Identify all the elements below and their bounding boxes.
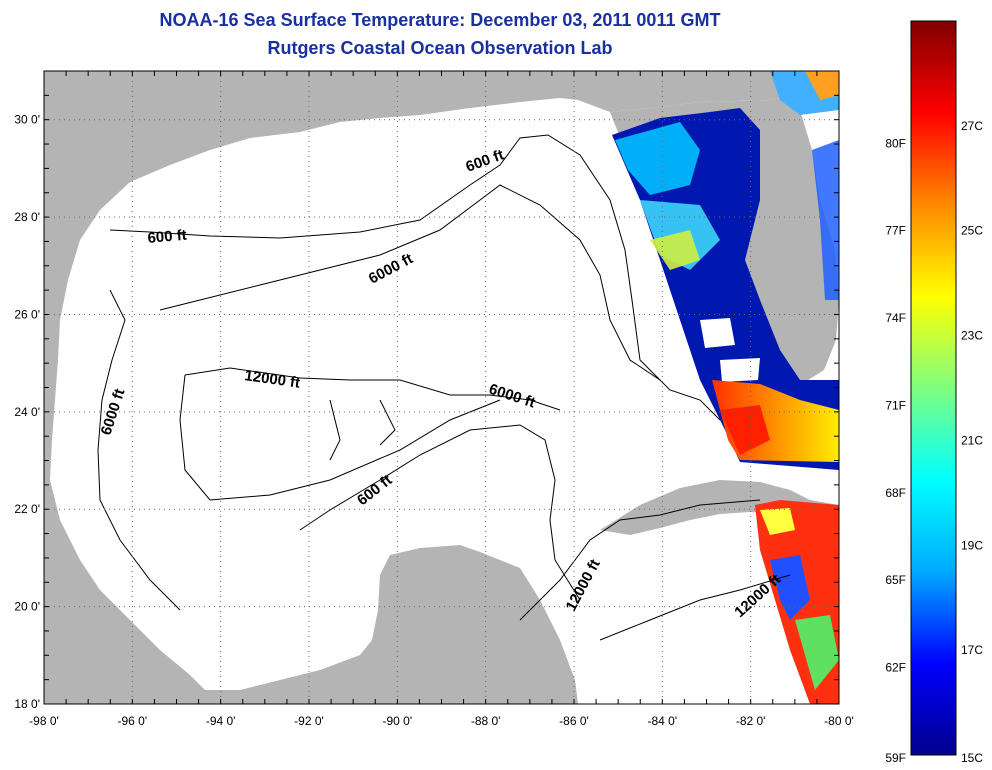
colorbar-f-label: 71F: [885, 398, 906, 412]
lon-tick-label: -86 0': [559, 714, 589, 728]
colorbar-fahrenheit-labels: 59F 62F 65F 68F 71F 74F 77F 80F: [885, 136, 906, 765]
colorbar-f-label: 62F: [885, 661, 906, 675]
lon-tick-label: -90 0': [383, 714, 413, 728]
colorbar-c-label: 15C: [961, 751, 983, 765]
colorbar-c-label: 21C: [961, 433, 983, 447]
colorbar-f-label: 65F: [885, 573, 906, 587]
colorbar-f-label: 68F: [885, 486, 906, 500]
colorbar-c-label: 19C: [961, 538, 983, 552]
contour-label: 600 ft: [147, 227, 188, 247]
lat-tick-label: 18 0': [14, 697, 40, 711]
lon-tick-label: -98 0': [29, 714, 59, 728]
lon-tick-label: -82 0': [736, 714, 766, 728]
lon-tick-label: -84 0': [648, 714, 678, 728]
latitude-axis: 18 0' 20 0' 22 0' 24 0' 26 0' 28 0' 30 0': [14, 113, 40, 711]
colorbar-c-label: 23C: [961, 329, 983, 343]
colorbar-f-label: 74F: [885, 311, 906, 325]
colorbar-f-label: 77F: [885, 224, 906, 238]
lat-tick-label: 22 0': [14, 502, 40, 516]
colorbar-f-label: 59F: [885, 751, 906, 765]
lat-tick-label: 26 0': [14, 307, 40, 321]
lon-tick-label: -80 0': [824, 714, 854, 728]
lon-tick-label: -88 0': [471, 714, 501, 728]
lon-tick-label: -92 0': [294, 714, 324, 728]
lat-tick-label: 20 0': [14, 600, 40, 614]
colorbar-c-label: 17C: [961, 643, 983, 657]
lat-tick-label: 30 0': [14, 113, 40, 127]
lat-tick-label: 24 0': [14, 405, 40, 419]
lat-tick-label: 28 0': [14, 210, 40, 224]
lon-tick-label: -94 0': [206, 714, 236, 728]
land-bahamas: [795, 262, 812, 282]
colorbar-f-label: 80F: [885, 136, 906, 150]
colorbar-celsius-labels: 15C 17C 19C 21C 23C 25C 27C: [961, 119, 983, 765]
longitude-axis: -98 0' -96 0' -94 0' -92 0' -90 0' -88 0' -86 …: [29, 714, 854, 728]
colorbar-c-label: 27C: [961, 119, 983, 133]
lon-tick-label: -96 0': [118, 714, 148, 728]
colorbar-c-label: 25C: [961, 224, 983, 238]
colorbar: [911, 21, 956, 755]
